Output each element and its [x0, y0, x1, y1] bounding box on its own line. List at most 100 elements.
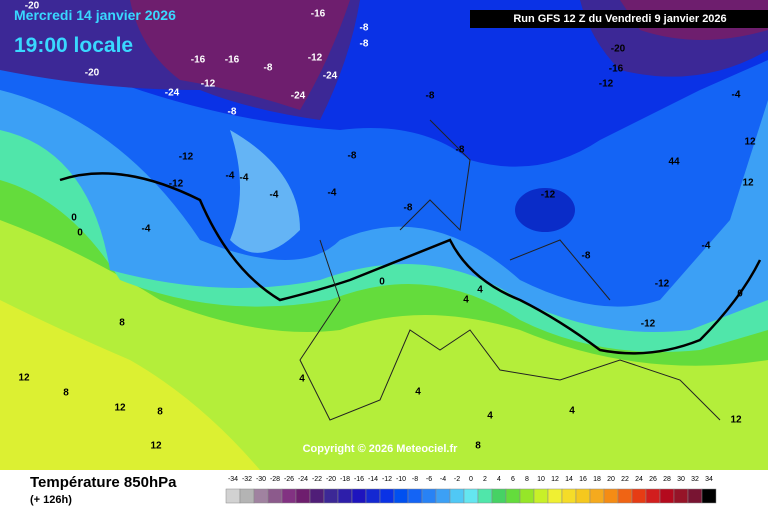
contour-label: 12 [742, 178, 754, 189]
legend-swatch [519, 488, 535, 504]
contour-label: 12 [730, 415, 742, 426]
contour-labels: -20-16-8-8-16 -16-20-24-12-8-24-24-12-8-4… [18, 1, 756, 452]
contour-label: 4 [463, 295, 469, 306]
legend-swatch [589, 488, 605, 504]
legend-tick-label: -12 [382, 476, 392, 483]
copyright: Copyright © 2026 Meteociel.fr [303, 443, 459, 455]
contour-label: 4 [477, 285, 483, 296]
legend-tick-label: -2 [454, 476, 460, 483]
contour-label: -16 [609, 64, 624, 75]
contour-label: -8 [426, 91, 435, 102]
contour-label: -8 [228, 107, 237, 118]
legend-swatch [253, 488, 269, 504]
legend-tick-label: 34 [705, 476, 713, 483]
contour-label: -20 [25, 1, 40, 12]
contour-label: 12 [744, 137, 756, 148]
legend-swatch [687, 488, 703, 504]
contour-label: 12 [114, 403, 126, 414]
legend-swatch [505, 488, 521, 504]
contour-label: -4 [226, 171, 235, 182]
forecast-date: Mercredi 14 janvier 2026 [14, 7, 176, 23]
contour-label: -4 [702, 241, 711, 252]
legend-swatch [547, 488, 563, 504]
contour-label: -20 [611, 44, 626, 55]
legend-swatch [281, 488, 297, 504]
contour-label: -16 [311, 9, 326, 20]
contour-label: -12 [541, 190, 556, 201]
contour-label: 12 [18, 373, 30, 384]
legend-tick-label: 10 [537, 476, 545, 483]
contour-label: 0 [71, 213, 77, 224]
contour-label: -8 [404, 203, 413, 214]
legend-tick-label: -22 [312, 476, 322, 483]
legend-tick-label: 12 [551, 476, 559, 483]
contour-label: -24 [323, 71, 338, 82]
contour-label: 8 [475, 441, 481, 452]
legend-tick-label: -14 [368, 476, 378, 483]
legend-tick-label: 16 [579, 476, 587, 483]
zero-isotherm [59, 172, 762, 355]
legend-swatch [295, 488, 311, 504]
arctic-core [130, 0, 350, 110]
parameter-title: Température 850hPa [30, 474, 177, 491]
legend-tick-label: -26 [284, 476, 294, 483]
legend-swatch [477, 488, 493, 504]
legend-swatch [561, 488, 577, 504]
legend-swatch [239, 488, 255, 504]
contour-label: -16 [225, 55, 240, 66]
contour-label: 8 [157, 407, 163, 418]
contour-label: -4 [732, 90, 741, 101]
legend-tick-label: 6 [511, 476, 515, 483]
legend-tick-label: -32 [242, 476, 252, 483]
legend-tick-label: -28 [270, 476, 280, 483]
legend-swatch [379, 488, 395, 504]
legend-swatch [309, 488, 325, 504]
legend-tick-label: 26 [649, 476, 657, 483]
contour-label: -4 [328, 188, 337, 199]
legend-swatch [673, 488, 689, 504]
legend-swatch [267, 488, 283, 504]
contour-label: -12 [599, 79, 614, 90]
legend-tick-label: -18 [340, 476, 350, 483]
legend-swatch [225, 488, 241, 504]
legend-swatch [603, 488, 619, 504]
run-box [470, 10, 768, 28]
contour-label: -4 [270, 190, 279, 201]
legend-swatch [645, 488, 661, 504]
contour-label: 0 [77, 228, 83, 239]
cold-core [515, 188, 575, 232]
legend-tick-label: 8 [525, 476, 529, 483]
contour-label: -24 [291, 91, 306, 102]
legend-tick-label: 30 [677, 476, 685, 483]
legend-swatch [631, 488, 647, 504]
map [0, 0, 768, 470]
legend-tick-label: 32 [691, 476, 699, 483]
contour-label: 8 [63, 388, 69, 399]
legend-tick-label: 20 [607, 476, 615, 483]
color-legend: -34 -32 -30 -28 -26 -24 -22 -20 -18 -16 -14 -12 -10-… [225, 476, 717, 504]
legend-swatch [337, 488, 353, 504]
legend-swatch [407, 488, 423, 504]
contour-label: -16 [191, 55, 206, 66]
legend-tick-label: -4 [440, 476, 446, 483]
legend-swatch [491, 488, 507, 504]
legend-tick-label: 18 [593, 476, 601, 483]
contour-label: 44 [668, 157, 680, 168]
coastlines [299, 119, 721, 421]
contour-label: -12 [308, 53, 323, 64]
legend-tick-label: 14 [565, 476, 573, 483]
legend-swatch [365, 488, 381, 504]
contour-label: -12 [201, 79, 216, 90]
warm-zone [0, 300, 260, 470]
cold-pocket [230, 130, 300, 253]
legend-tick-label: -30 [256, 476, 266, 483]
legend-swatch [575, 488, 591, 504]
lead-time: (+ 126h) [30, 494, 72, 506]
contour-label: -12 [179, 152, 194, 163]
forecast-time: 19:00 locale [14, 34, 133, 57]
legend-tick-label: 28 [663, 476, 671, 483]
legend-tick-label: 2 [483, 476, 487, 483]
contour-label: 0 [737, 289, 743, 300]
contour-label: -12 [169, 179, 184, 190]
